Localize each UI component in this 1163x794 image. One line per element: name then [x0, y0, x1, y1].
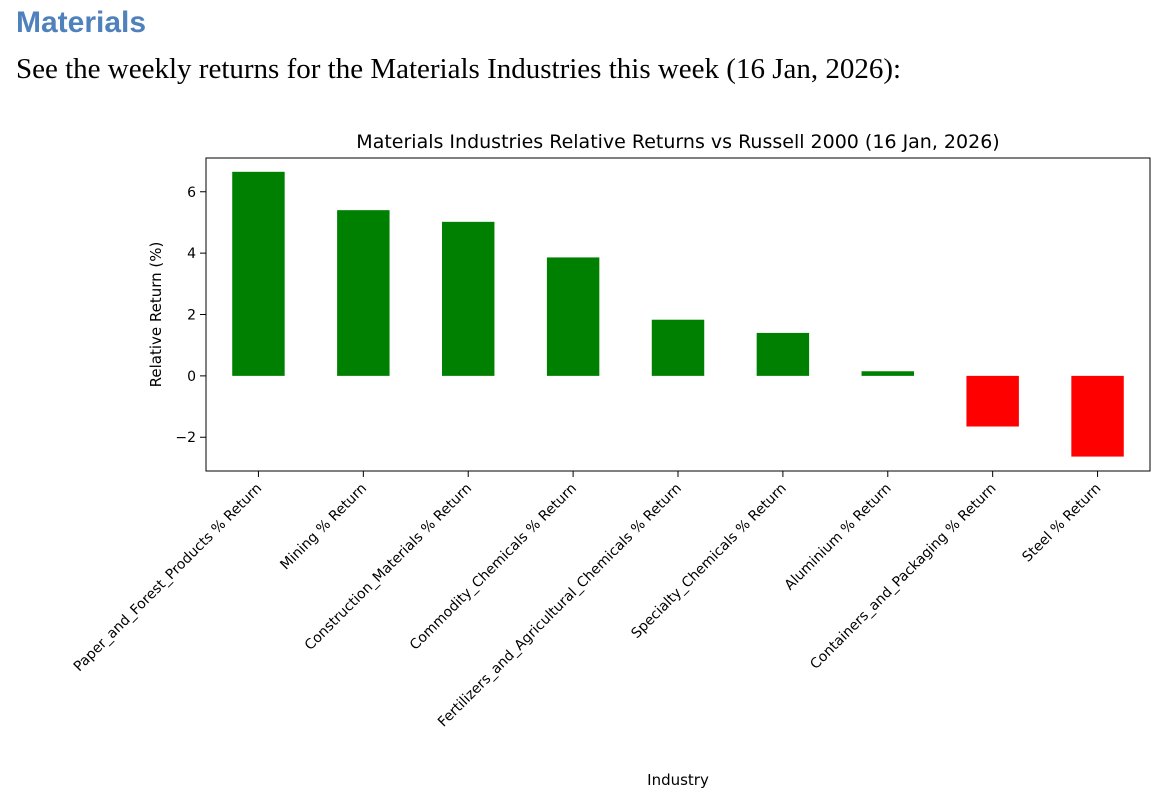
chart-title: Materials Industries Relative Returns vs… — [356, 131, 999, 153]
bar-6 — [756, 332, 810, 376]
bar-9 — [1071, 375, 1124, 457]
x-tick-label: Fertilizers_and_Agricultural_Chemicals %… — [435, 481, 685, 731]
y-axis-label: Relative Return (%) — [147, 242, 165, 388]
bar-4 — [546, 257, 600, 376]
y-tick-label: 4 — [187, 246, 196, 262]
x-tick-label: Commodity_Chemicals % Return — [407, 481, 580, 654]
section-heading: Materials — [16, 6, 147, 39]
x-axis-label: Industry — [647, 771, 709, 789]
x-tick-label: Containers_and_Packaging % Return — [807, 481, 999, 673]
x-tick-label: Mining % Return — [277, 481, 370, 574]
x-tick-label: Aluminium % Return — [782, 481, 895, 594]
x-tick-label: Construction_Materials % Return — [302, 481, 475, 654]
bar-1 — [232, 171, 285, 376]
y-tick-label: 2 — [187, 308, 196, 324]
intro-paragraph: See the weekly returns for the Materials… — [16, 53, 902, 85]
y-tick-label: −2 — [175, 430, 196, 446]
x-tick-label: Paper_and_Forest_Products % Return — [71, 481, 265, 675]
bar-8 — [966, 375, 1019, 427]
x-tick-label: Steel % Return — [1019, 481, 1104, 566]
bar-2 — [337, 210, 390, 376]
y-tick-label: 6 — [187, 185, 196, 201]
bar-3 — [442, 221, 495, 376]
bar-7 — [861, 371, 914, 376]
bar-5 — [651, 319, 705, 376]
y-tick-label: 0 — [187, 369, 196, 385]
